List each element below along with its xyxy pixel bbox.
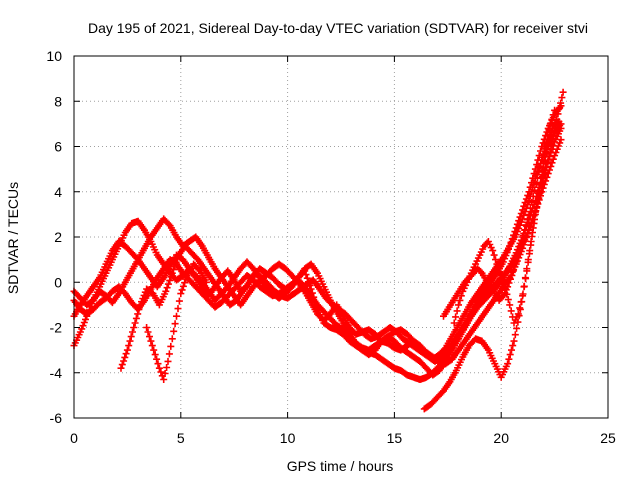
x-tick-label: 15 bbox=[387, 430, 403, 446]
y-tick-label: -2 bbox=[50, 320, 63, 336]
x-tick-label: 0 bbox=[70, 430, 78, 446]
y-tick-label: -6 bbox=[50, 410, 63, 426]
series-track-5 bbox=[117, 88, 567, 372]
chart-title: Day 195 of 2021, Sidereal Day-to-day VTE… bbox=[88, 20, 588, 36]
y-tick-label: -4 bbox=[50, 365, 63, 381]
x-tick-labels: 0 5 10 15 20 25 bbox=[70, 430, 616, 446]
y-tick-label: 10 bbox=[46, 48, 62, 64]
series-track-6 bbox=[143, 260, 210, 383]
y-tick-label: 4 bbox=[54, 184, 62, 200]
y-tick-label: 2 bbox=[54, 229, 62, 245]
x-tick-label: 25 bbox=[600, 430, 616, 446]
y-tick-label: 6 bbox=[54, 139, 62, 155]
x-tick-label: 5 bbox=[177, 430, 185, 446]
x-axis-title: GPS time / hours bbox=[287, 458, 394, 474]
x-tick-label: 10 bbox=[280, 430, 296, 446]
series-markers bbox=[440, 106, 559, 320]
series-track-9 bbox=[440, 106, 559, 320]
x-tick-label: 20 bbox=[493, 430, 509, 446]
series-markers bbox=[117, 88, 567, 372]
y-tick-label: 8 bbox=[54, 93, 62, 109]
y-tick-label: 0 bbox=[54, 274, 62, 290]
plot-frame bbox=[73, 55, 609, 419]
y-axis-title: SDTVAR / TECUs bbox=[5, 182, 21, 294]
y-tick-labels: -6 -4 -2 0 2 4 6 8 10 bbox=[46, 48, 62, 426]
series-markers bbox=[143, 260, 210, 383]
